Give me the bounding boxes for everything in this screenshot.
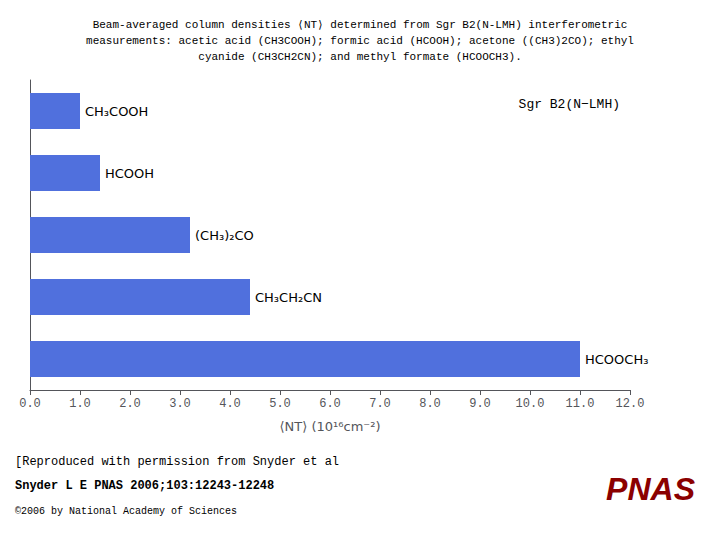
svg-text:Beam-averaged column densities: Beam-averaged column densities ⟨NT⟩ dete… (93, 19, 628, 31)
svg-text:6.0: 6.0 (319, 397, 341, 411)
svg-text:0.0: 0.0 (19, 397, 41, 411)
svg-text:[Reproduced with permission fr: [Reproduced with permission from Snyder … (15, 455, 339, 469)
svg-text:⟨NT⟩ (10¹⁶cm⁻²): ⟨NT⟩ (10¹⁶cm⁻²) (280, 419, 381, 434)
svg-text:5.0: 5.0 (269, 397, 291, 411)
svg-text:Sgr B2(N−LMH): Sgr B2(N−LMH) (519, 97, 620, 112)
svg-text:CH₃CH₂CN: CH₃CH₂CN (255, 290, 322, 305)
svg-text:7.0: 7.0 (369, 397, 391, 411)
svg-text:8.0: 8.0 (419, 397, 441, 411)
svg-text:(CH₃)₂CO: (CH₃)₂CO (195, 228, 254, 243)
svg-text:3.0: 3.0 (169, 397, 191, 411)
svg-text:measurements: acetic acid (CH3: measurements: acetic acid (CH3COOH); for… (86, 35, 634, 47)
svg-text:9.0: 9.0 (469, 397, 491, 411)
svg-text:cyanide (CH3CH2CN); and methyl: cyanide (CH3CH2CN); and methyl formate (… (198, 51, 521, 63)
svg-text:©2006 by National Academy of S: ©2006 by National Academy of Sciences (15, 506, 237, 517)
svg-text:HCOOH: HCOOH (105, 166, 154, 181)
svg-text:12.0: 12.0 (616, 397, 645, 411)
svg-text:HCOOCH₃: HCOOCH₃ (585, 352, 648, 367)
svg-text:Snyder L E PNAS 2006;103:12243: Snyder L E PNAS 2006;103:12243-12248 (15, 479, 274, 493)
svg-text:PNAS: PNAS (606, 471, 696, 507)
svg-text:1.0: 1.0 (69, 397, 91, 411)
svg-text:CH₃COOH: CH₃COOH (85, 104, 148, 119)
svg-text:2.0: 2.0 (119, 397, 141, 411)
svg-text:10.0: 10.0 (516, 397, 545, 411)
svg-text:4.0: 4.0 (219, 397, 241, 411)
svg-text:11.0: 11.0 (566, 397, 595, 411)
